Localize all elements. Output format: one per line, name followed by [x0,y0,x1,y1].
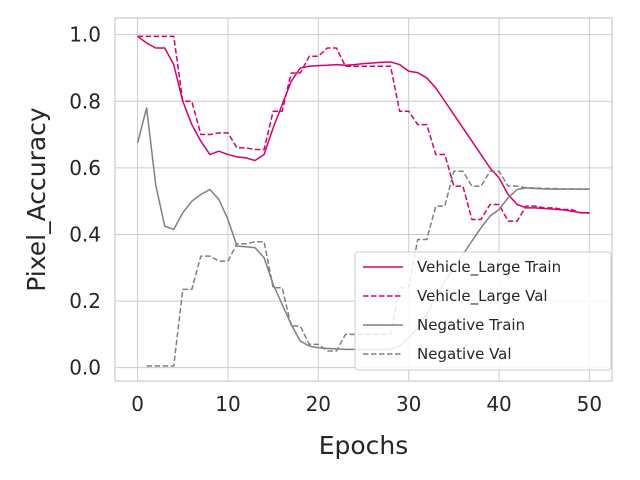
series-line-vehicle-large-train [137,35,590,214]
legend-entry: Negative Train [363,316,525,334]
series-line-vehicle-large-val [137,35,590,222]
y-tick-label: 0.8 [69,89,101,113]
legend-entry: Negative Val [363,345,512,363]
y-tick-label: 0.2 [69,289,101,313]
grid [115,18,612,381]
y-tick-label: 0.0 [69,356,101,380]
legend-label: Negative Train [417,316,525,334]
x-tick-label: 10 [215,392,240,416]
x-tick-labels: 0 10 20 30 40 50 [131,392,602,416]
x-axis-title: Epochs [319,431,409,460]
x-tick-label: 30 [396,392,421,416]
legend-entries: Vehicle_Large Train Vehicle_Large Val Nega… [363,258,561,363]
series-layer [136,35,590,367]
y-tick-labels: 0.0 0.2 0.4 0.6 0.8 1.0 [69,23,101,380]
plot-frame [114,17,613,382]
y-tick-label: 0.4 [69,222,101,246]
legend-box [354,251,612,371]
y-tick-label: 0.6 [69,156,101,180]
legend-label: Vehicle_Large Train [417,258,561,277]
legend-label: Vehicle_Large Val [417,287,548,306]
x-tick-label: 0 [131,392,144,416]
legend: Vehicle_Large Train Vehicle_Large Val Nega… [354,251,612,371]
y-tick-label: 1.0 [69,23,101,47]
x-tick-label: 40 [486,392,511,416]
x-tick-label: 50 [577,392,602,416]
x-tick-label: 20 [306,392,331,416]
legend-entry: Vehicle_Large Val [363,287,548,306]
legend-entry: Vehicle_Large Train [363,258,561,277]
legend-label: Negative Val [417,345,512,363]
y-axis-title: Pixel_Accuracy [22,107,51,292]
